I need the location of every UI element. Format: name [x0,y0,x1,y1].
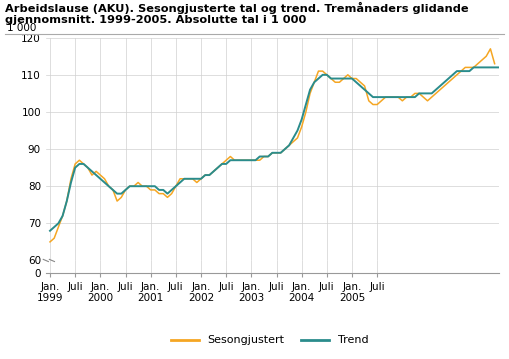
Trend [257,154,263,159]
Text: gjennomsnitt. 1999-2005. Absolutte tal i 1 000: gjennomsnitt. 1999-2005. Absolutte tal i… [5,15,306,25]
Trend [404,95,410,99]
Trend [433,88,439,92]
Text: Arbeidslause (AKU). Sesongjusterte tal og trend. Tremånaders glidande: Arbeidslause (AKU). Sesongjusterte tal o… [5,2,469,14]
Trend [47,229,53,233]
Sesongjustert [47,240,53,244]
Trend [471,65,477,70]
Sesongjustert [462,65,468,70]
Legend: Sesongjustert, Trend: Sesongjustert, Trend [166,331,373,350]
Sesongjustert [404,95,410,99]
Trend [496,65,502,70]
Line: Sesongjustert: Sesongjustert [50,49,495,242]
Sesongjustert [361,84,367,88]
Sesongjustert [383,95,389,99]
Trend [492,65,498,70]
Text: 1 000: 1 000 [7,23,37,33]
Trend [118,191,124,196]
Sesongjustert [488,47,494,51]
Sesongjustert [181,177,187,181]
Line: Trend: Trend [50,67,499,231]
Sesongjustert [492,61,498,66]
Trend [93,173,99,177]
Sesongjustert [441,84,447,88]
